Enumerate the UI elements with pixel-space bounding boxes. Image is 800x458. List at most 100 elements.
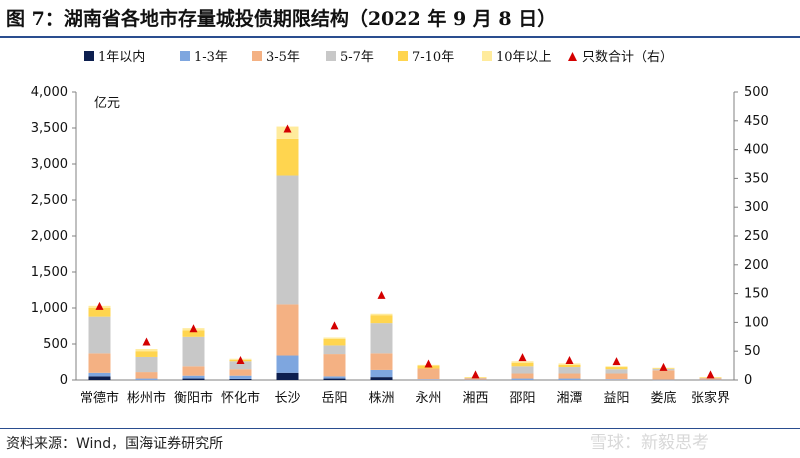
title-rule xyxy=(0,36,800,38)
count-marker xyxy=(471,370,480,379)
bar-segment xyxy=(229,361,252,370)
y-tick-label: 1,000 xyxy=(31,301,68,316)
bar-segment xyxy=(605,367,628,370)
x-category-label: 娄底 xyxy=(650,390,676,406)
watermark-text: 雪球：新毅思考 xyxy=(590,433,709,453)
y2-tick-label: 400 xyxy=(744,143,769,158)
count-marker xyxy=(95,301,104,310)
count-marker xyxy=(424,359,433,368)
count-marker xyxy=(565,355,574,364)
bar-segment xyxy=(323,378,346,380)
bar-segment xyxy=(652,370,675,380)
bar-segment xyxy=(135,351,158,357)
axis-labels: 0 500 1,000 1,500 2,000 2,500 3,000 3,500 4,000 0… xyxy=(31,85,769,406)
legend-swatch xyxy=(252,51,262,61)
y-tick-label: 500 xyxy=(43,337,68,352)
bar-segment xyxy=(276,355,299,373)
count-marker xyxy=(236,355,245,364)
x-category-label: 湘潭 xyxy=(556,391,582,406)
bar-segment xyxy=(135,356,158,373)
legend-label: 10年以上 xyxy=(496,50,552,65)
bar-segment xyxy=(464,378,487,380)
x-category-label: 湘西 xyxy=(462,391,488,406)
y-tick-label: 3,000 xyxy=(31,157,68,172)
bar-segment xyxy=(511,366,534,374)
bar-segment xyxy=(229,369,252,376)
legend-label: 1-3年 xyxy=(194,50,228,65)
bar-segment xyxy=(699,378,722,380)
legend-label: 3-5年 xyxy=(266,50,300,65)
legend-swatch xyxy=(180,51,190,61)
x-category-label: 岳阳 xyxy=(321,391,347,406)
bar-segment xyxy=(323,338,346,346)
bar-segment xyxy=(370,323,393,354)
bar-segment xyxy=(417,379,440,380)
bar-segment xyxy=(464,379,487,381)
legend-label: 5-7年 xyxy=(340,50,374,65)
bar-segment xyxy=(276,175,299,305)
x-category-label: 长沙 xyxy=(274,391,300,406)
y2-tick-label: 250 xyxy=(744,229,769,244)
chart-axes xyxy=(72,91,738,381)
bar-segment xyxy=(88,376,111,380)
bar-segment xyxy=(511,362,534,367)
title-bar: 图 7：湖南省各地市存量城投债期限结构（2022 年 9 月 8 日） xyxy=(0,0,800,36)
bar-segment xyxy=(323,345,346,355)
y2-tick-label: 450 xyxy=(744,114,769,129)
legend-swatch xyxy=(84,51,94,61)
bar-segment xyxy=(605,379,628,380)
y2-tick-label: 200 xyxy=(744,258,769,273)
bar-segment xyxy=(88,353,111,373)
y-tick-label: 1,500 xyxy=(31,265,68,280)
y-tick-label: 2,500 xyxy=(31,193,68,208)
x-category-label: 怀化市 xyxy=(221,390,260,406)
source-rule xyxy=(0,428,800,429)
bar-segment xyxy=(558,364,581,368)
bar-segment xyxy=(370,369,393,378)
bar-segment xyxy=(229,378,252,380)
bar-segment xyxy=(88,372,111,377)
y-tick-label: 4,000 xyxy=(31,85,68,100)
legend-swatch xyxy=(482,51,492,61)
bar-segment xyxy=(276,126,299,139)
bar-segment xyxy=(558,363,581,365)
bar-segment xyxy=(323,354,346,377)
legend-marker xyxy=(568,52,577,61)
bar-segment xyxy=(605,369,628,374)
bar-segment xyxy=(88,308,111,317)
bar-segment xyxy=(417,368,440,380)
legend-swatch xyxy=(326,51,336,61)
y-tick-label: 0 xyxy=(60,373,68,388)
count-marker xyxy=(283,124,292,133)
y2-tick-label: 0 xyxy=(744,373,752,388)
stacked-bar-chart: 1年以内 1-3年 3-5年 5-7年 7-10年 10年以上 只数合计（右） 05001,… xyxy=(31,49,769,406)
count-marker xyxy=(659,362,668,371)
x-category-label: 常德市 xyxy=(80,390,119,406)
y2-tick-label: 500 xyxy=(744,85,769,100)
count-marker xyxy=(612,357,621,366)
y2-tick-label: 50 xyxy=(744,344,761,359)
bar-segment xyxy=(323,337,346,339)
legend-label: 只数合计（右） xyxy=(582,50,673,65)
x-category-label: 永州 xyxy=(415,391,441,406)
x-category-label: 张家界 xyxy=(691,390,730,406)
chart-legend: 1年以内 1-3年 3-5年 5-7年 7-10年 10年以上 只数合计（右） xyxy=(84,49,673,65)
bar-segment xyxy=(558,378,581,380)
bar-segment xyxy=(558,373,581,379)
bar-segment xyxy=(88,316,111,354)
bar-segment xyxy=(370,313,393,316)
source-note: 资料来源：Wind，国海证券研究所 xyxy=(6,436,224,452)
bar-segment xyxy=(229,375,252,379)
x-category-label: 益阳 xyxy=(603,391,629,406)
x-category-label: 衡阳市 xyxy=(174,390,213,406)
x-category-label: 株洲 xyxy=(368,391,394,406)
bar-segment xyxy=(135,349,158,352)
bar-segment xyxy=(370,377,393,380)
y2-tick-label: 350 xyxy=(744,171,769,186)
bar-segment xyxy=(511,361,534,363)
figure-title: 图 7：湖南省各地市存量城投债期限结构（2022 年 9 月 8 日） xyxy=(6,8,557,30)
bar-segment xyxy=(370,315,393,324)
bar-series xyxy=(88,126,722,381)
y-axis-unit-label: 亿元 xyxy=(94,96,120,111)
count-marker xyxy=(330,321,339,330)
